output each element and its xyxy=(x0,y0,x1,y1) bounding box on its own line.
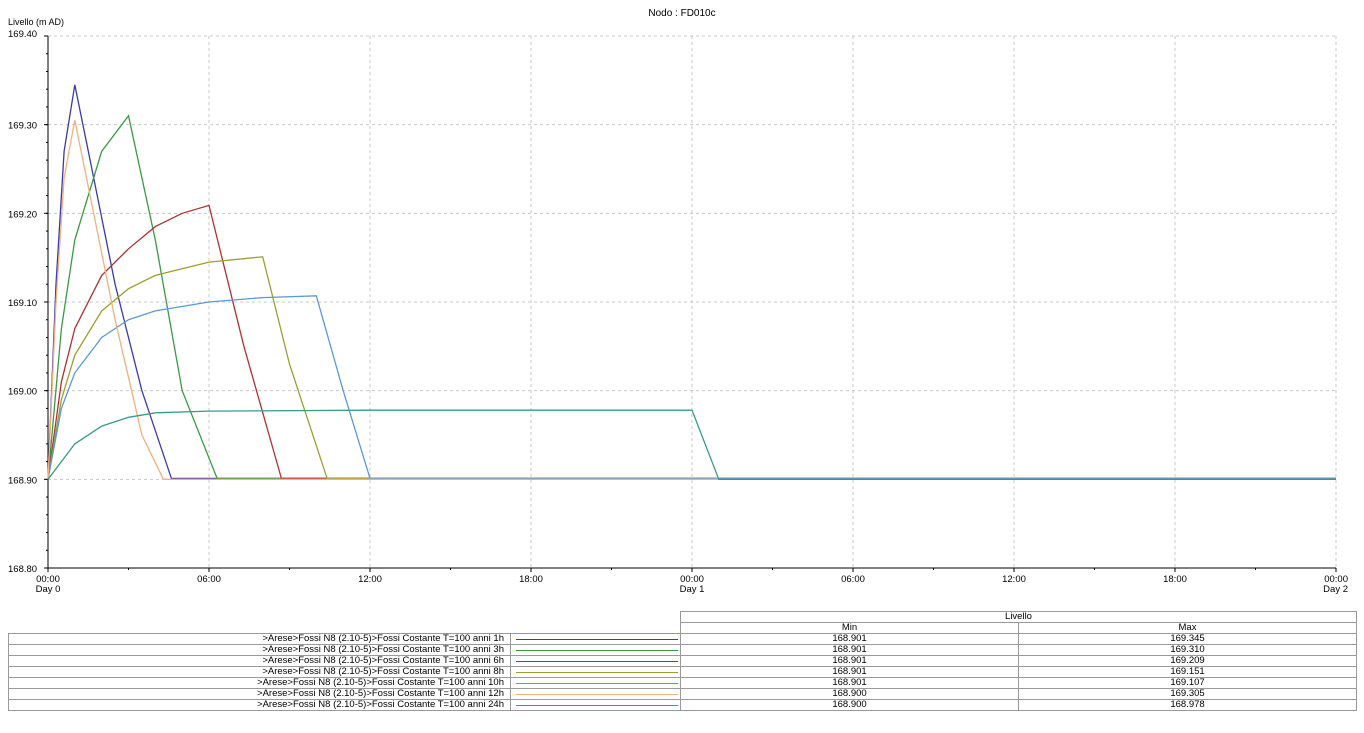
min-value: 168.900 xyxy=(680,699,1019,711)
x-tick-day: Day 1 xyxy=(680,584,705,595)
min-value: 168.901 xyxy=(680,644,1019,656)
legend-swatch-line xyxy=(516,660,678,662)
series-line-6 xyxy=(47,120,1336,480)
legend-row: >Arese>Fossi N8 (2.10-5)>Fossi Costante … xyxy=(8,633,1357,645)
x-tick-day: Day 0 xyxy=(36,584,61,595)
series-name: >Arese>Fossi N8 (2.10-5)>Fossi Costante … xyxy=(8,655,511,667)
series-line-2 xyxy=(47,114,1336,480)
x-tick-time: 00:00 xyxy=(680,574,704,585)
x-tick-time: 18:00 xyxy=(1163,574,1187,585)
series-line-3 xyxy=(47,204,1336,480)
max-value: 169.107 xyxy=(1018,677,1357,689)
series-line-7 xyxy=(47,409,1336,480)
y-tick-label: 169.30 xyxy=(8,121,37,132)
min-value: 168.901 xyxy=(680,666,1019,678)
series-name: >Arese>Fossi N8 (2.10-5)>Fossi Costante … xyxy=(8,688,511,700)
series-lines xyxy=(47,84,1336,480)
series-swatch xyxy=(510,633,681,645)
min-value: 168.901 xyxy=(680,655,1019,667)
y-axis-label: Livello (m AD) xyxy=(8,17,64,27)
chart-title: Nodo : FD010c xyxy=(648,8,715,19)
min-header: Min xyxy=(680,622,1019,634)
level-chart: Nodo : FD010c Livello (m AD) 169.40 169.3… xyxy=(8,8,1348,595)
legend-swatch-line xyxy=(516,671,678,673)
series-name: >Arese>Fossi N8 (2.10-5)>Fossi Costante … xyxy=(8,677,511,689)
max-value: 169.345 xyxy=(1018,633,1357,645)
x-tick-time: 00:00 xyxy=(1324,574,1348,585)
x-tick-day: Day 2 xyxy=(1323,584,1348,595)
max-header: Max xyxy=(1018,622,1357,634)
x-tick-time: 06:00 xyxy=(197,574,221,585)
legend-swatch-line xyxy=(516,638,678,640)
min-value: 168.901 xyxy=(680,677,1019,689)
series-swatch xyxy=(510,666,681,678)
legend-row: >Arese>Fossi N8 (2.10-5)>Fossi Costante … xyxy=(8,644,1357,656)
series-name: >Arese>Fossi N8 (2.10-5)>Fossi Costante … xyxy=(8,644,511,656)
max-value: 169.310 xyxy=(1018,644,1357,656)
legend-row: >Arese>Fossi N8 (2.10-5)>Fossi Costante … xyxy=(8,677,1357,689)
legend-row: >Arese>Fossi N8 (2.10-5)>Fossi Costante … xyxy=(8,688,1357,700)
legend-row: >Arese>Fossi N8 (2.10-5)>Fossi Costante … xyxy=(8,699,1357,711)
series-line-4 xyxy=(47,256,1336,480)
x-tick-time: 18:00 xyxy=(519,574,543,585)
x-tick-time: 12:00 xyxy=(358,574,382,585)
series-swatch xyxy=(510,644,681,656)
series-name: >Arese>Fossi N8 (2.10-5)>Fossi Costante … xyxy=(8,666,511,678)
y-ticks: 169.40 169.30 169.20 169.10 169.00 168.90 168.… xyxy=(8,29,48,575)
series-line-5 xyxy=(47,295,1336,480)
min-value: 168.900 xyxy=(680,688,1019,700)
legend-row: >Arese>Fossi N8 (2.10-5)>Fossi Costante … xyxy=(8,655,1357,667)
legend-table: Livello Min Max >Arese>Fossi N8 (2.10-5)… xyxy=(8,611,1357,711)
legend-row: >Arese>Fossi N8 (2.10-5)>Fossi Costante … xyxy=(8,666,1357,678)
y-tick-label: 168.90 xyxy=(8,475,37,486)
series-name: >Arese>Fossi N8 (2.10-5)>Fossi Costante … xyxy=(8,699,511,711)
x-tick-time: 12:00 xyxy=(1002,574,1026,585)
grid xyxy=(48,35,1337,568)
series-swatch xyxy=(510,699,681,711)
max-value: 168.978 xyxy=(1018,699,1357,711)
group-header: Livello xyxy=(680,611,1357,623)
x-tick-time: 00:00 xyxy=(36,574,60,585)
y-tick-label: 168.80 xyxy=(8,564,37,575)
legend-swatch-line xyxy=(516,704,678,706)
max-value: 169.151 xyxy=(1018,666,1357,678)
series-swatch xyxy=(510,688,681,700)
x-tick-time: 06:00 xyxy=(841,574,865,585)
y-tick-label: 169.20 xyxy=(8,209,37,220)
max-value: 169.209 xyxy=(1018,655,1357,667)
legend-swatch-line xyxy=(516,682,678,684)
min-value: 168.901 xyxy=(680,633,1019,645)
series-swatch xyxy=(510,677,681,689)
legend-swatch-line xyxy=(516,649,678,651)
series-line-1 xyxy=(47,84,1336,480)
y-tick-label: 169.10 xyxy=(8,298,37,309)
max-value: 169.305 xyxy=(1018,688,1357,700)
series-name: >Arese>Fossi N8 (2.10-5)>Fossi Costante … xyxy=(8,633,511,645)
legend-swatch-line xyxy=(516,693,678,695)
y-tick-label: 169.00 xyxy=(8,387,37,398)
series-swatch xyxy=(510,655,681,667)
y-tick-label: 169.40 xyxy=(8,29,37,40)
